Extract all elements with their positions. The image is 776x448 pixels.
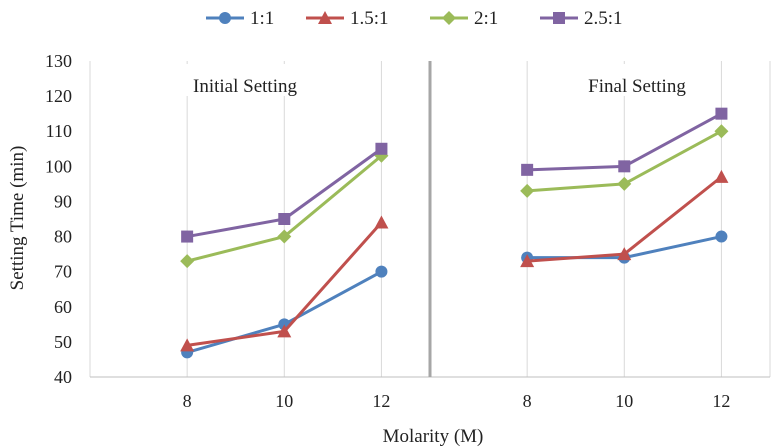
data-point: [520, 183, 535, 198]
legend-label: 2.5:1: [584, 8, 623, 29]
data-point: [715, 107, 728, 120]
legend-marker: [442, 11, 456, 25]
series-line: [520, 124, 729, 198]
panel-label-text: Initial Setting: [193, 76, 297, 97]
data-point: [520, 254, 535, 268]
legend-item: 2:1: [430, 8, 498, 29]
x-tick-label: 12: [372, 391, 390, 411]
y-axis: 40 50 60 70 80 90 100 110 120 130: [45, 51, 72, 387]
series-line: [180, 215, 389, 352]
data-point: [277, 229, 292, 244]
y-tick-label: 100: [45, 156, 72, 176]
legend-marker: [553, 12, 565, 24]
x-tick-label: 8: [183, 391, 192, 411]
data-point: [374, 215, 389, 229]
data-point: [617, 247, 632, 261]
y-tick-label: 110: [46, 121, 72, 141]
x-tick-label: 8: [523, 391, 532, 411]
data-point: [180, 338, 195, 352]
y-tick-label: 90: [54, 191, 72, 211]
panel-labels: Initial Setting Final Setting: [169, 64, 713, 97]
x-axis-title: Molarity (M): [383, 426, 484, 447]
data-point: [278, 213, 291, 225]
data-point: [181, 230, 194, 243]
legend-item: 1:1: [206, 8, 274, 29]
series-line: [181, 142, 388, 243]
legend-marker: [318, 11, 332, 24]
panel-label-background: [169, 64, 321, 96]
y-axis-title: Setting Time (min): [7, 146, 28, 291]
data-point: [375, 265, 388, 278]
data-point: [714, 124, 729, 139]
y-tick-label: 120: [45, 86, 72, 106]
x-axis: 8 10 12 8 10 12: [183, 391, 731, 411]
data-point: [277, 324, 292, 338]
data-point: [521, 163, 534, 176]
series-line: [520, 169, 729, 268]
legend-label: 1.5:1: [350, 8, 389, 29]
y-tick-label: 70: [54, 262, 72, 282]
data-point: [618, 160, 631, 173]
x-tick-label: 12: [712, 391, 730, 411]
legend-item: 1.5:1: [306, 8, 389, 29]
panel-label: Initial Setting: [169, 64, 321, 97]
series-line: [521, 107, 728, 176]
y-tick-label: 130: [45, 51, 72, 71]
data-point: [375, 142, 388, 155]
y-tick-label: 50: [54, 332, 72, 352]
legend-marker: [219, 12, 231, 24]
x-tick-label: 10: [615, 391, 633, 411]
data-point: [617, 176, 632, 191]
panel-label-text: Final Setting: [588, 76, 686, 97]
y-tick-label: 60: [54, 297, 72, 317]
series-layer: [180, 107, 729, 359]
legend: 1:1 1.5:1 2:1 2.5:1: [206, 8, 623, 29]
legend-label: 1:1: [250, 8, 274, 29]
series-line: [180, 148, 389, 269]
data-point: [714, 169, 729, 183]
legend-item: 2.5:1: [540, 8, 623, 29]
data-point: [180, 254, 195, 269]
data-point: [715, 230, 728, 243]
y-tick-label: 40: [54, 367, 72, 387]
panel-label-background: [561, 64, 713, 96]
legend-label: 2:1: [474, 8, 498, 29]
panel-label: Final Setting: [561, 64, 713, 97]
y-tick-label: 80: [54, 227, 72, 247]
x-tick-label: 10: [275, 391, 293, 411]
